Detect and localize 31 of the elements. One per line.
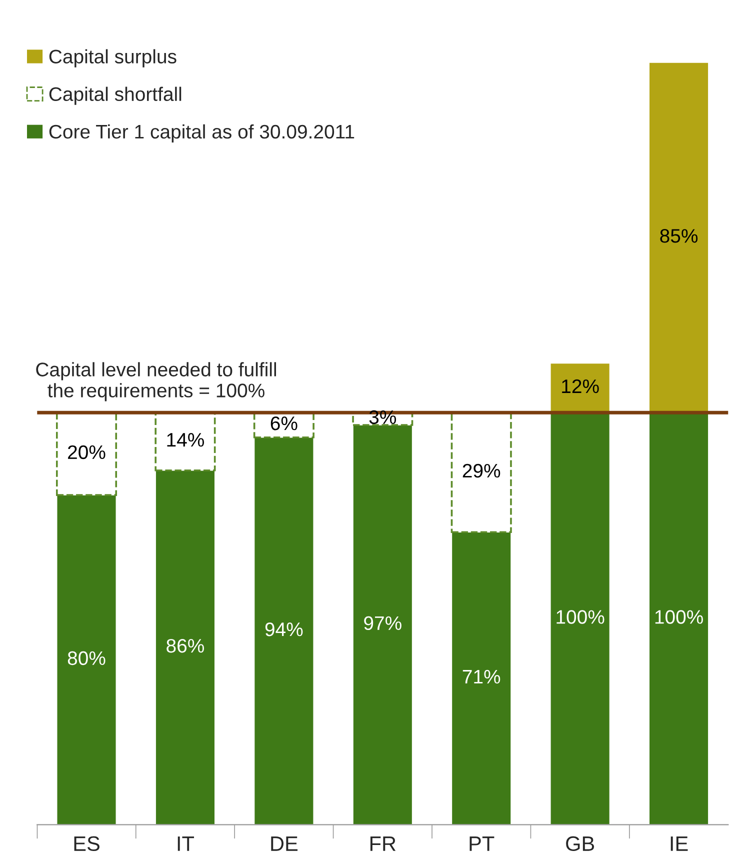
data-label: 14% xyxy=(167,433,204,447)
legend-label: Capital shortfall xyxy=(49,86,182,105)
x-tick-label: GB xyxy=(566,836,594,852)
data-label: 85% xyxy=(660,229,698,243)
bar xyxy=(451,532,512,825)
bar xyxy=(254,437,314,825)
x-tick-label: DE xyxy=(271,836,298,851)
bar xyxy=(352,424,413,825)
bar xyxy=(648,412,709,825)
data-label: 12% xyxy=(562,379,599,394)
ref-line-label: Capital level needed to fulfill the requirements = 100% xyxy=(36,362,276,402)
x-tick-label: IT xyxy=(178,836,194,851)
data-label: 29% xyxy=(462,464,500,478)
data-label: 94% xyxy=(265,622,303,636)
bar xyxy=(155,470,216,825)
data-label: 80% xyxy=(68,651,106,666)
data-label: 71% xyxy=(462,670,500,684)
bar xyxy=(56,494,116,825)
data-label: 100% xyxy=(655,610,703,624)
x-tick-label: PT xyxy=(470,836,494,851)
data-label: 6% xyxy=(270,416,298,430)
data-label: 100% xyxy=(556,610,604,624)
legend-label: Capital surplus xyxy=(49,49,176,68)
legend-label: Core Tier 1 capital as of 30.09.2011 xyxy=(49,124,354,142)
data-label: 97% xyxy=(364,616,402,630)
bar xyxy=(550,412,610,825)
data-label: 86% xyxy=(166,638,204,653)
x-tick-label: FR xyxy=(370,836,396,851)
x-tick-label: IE xyxy=(670,836,688,851)
data-label: 20% xyxy=(68,445,106,460)
x-tick-label: ES xyxy=(74,836,100,852)
